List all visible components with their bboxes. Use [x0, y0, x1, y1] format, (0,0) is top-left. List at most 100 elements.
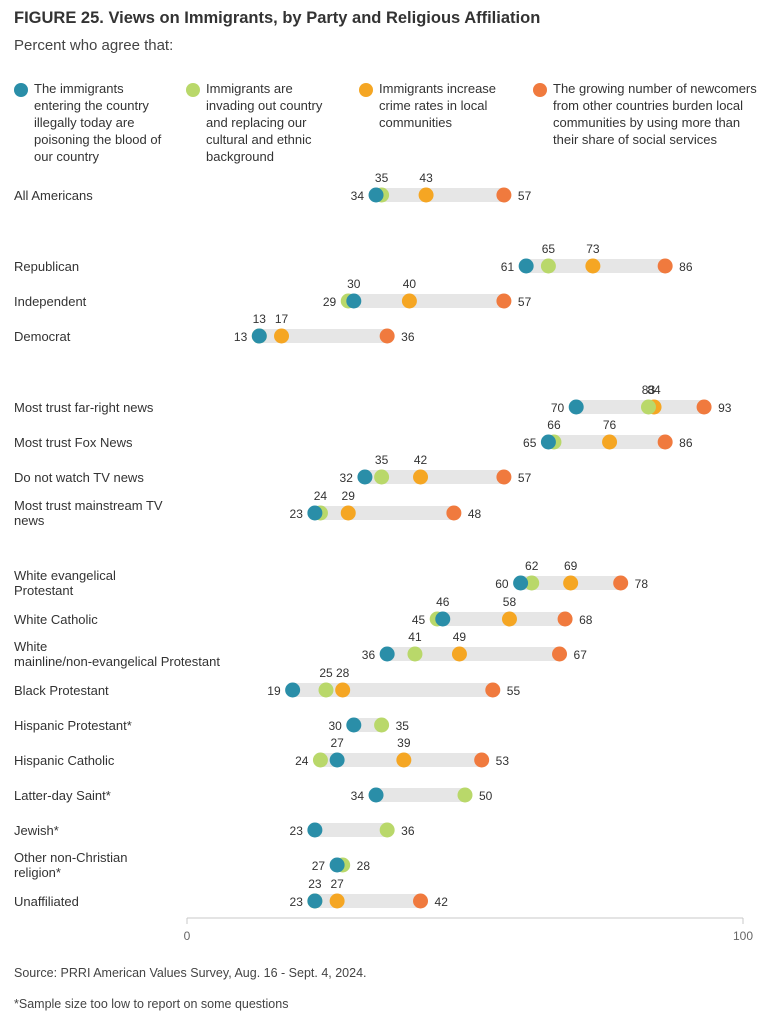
- dot-invading: [457, 787, 473, 803]
- dot-blood: [307, 822, 323, 838]
- value-label-invading: 24: [295, 754, 309, 768]
- value-label-crime: 58: [503, 595, 517, 609]
- dot-crime: [418, 187, 434, 203]
- value-label-crime: 84: [647, 383, 661, 397]
- dot-blood: [368, 787, 384, 803]
- row-label: Black Protestant: [14, 683, 109, 698]
- dot-burden: [379, 328, 395, 344]
- value-label-invading: 25: [319, 666, 333, 680]
- dot-burden: [557, 611, 573, 627]
- value-label-blood: 30: [328, 719, 342, 733]
- dot-burden: [696, 399, 712, 415]
- dot-blood: [346, 293, 362, 309]
- dot-burden: [657, 258, 673, 274]
- dot-crime: [501, 611, 517, 627]
- row-label: Most trust mainstream TV news: [14, 498, 163, 528]
- dot-crime: [340, 505, 356, 521]
- legend-label-crime: Immigrants increase crime rates in local…: [379, 81, 497, 130]
- x-tick-label: 100: [733, 929, 753, 943]
- dot-blood: [307, 893, 323, 909]
- chart-subtitle: Percent who agree that:: [14, 37, 174, 54]
- x-tick-label: 0: [184, 929, 191, 943]
- value-label-blood: 36: [362, 648, 376, 662]
- value-label-crime: 39: [397, 736, 411, 750]
- value-label-blood: 34: [351, 789, 365, 803]
- dot-invading: [407, 646, 423, 662]
- dot-burden: [413, 893, 429, 909]
- row-label: White mainline/non-evangelical Protestant: [14, 639, 220, 669]
- dot-burden: [657, 434, 673, 450]
- dot-invading: [540, 258, 556, 274]
- legend-label-burden: The growing number of newcomers from oth…: [553, 81, 757, 147]
- value-label-invading: 62: [525, 559, 539, 573]
- dot-blood: [540, 434, 556, 450]
- value-label-burden: 48: [468, 507, 482, 521]
- dot-crime: [274, 328, 290, 344]
- value-label-blood: 19: [267, 684, 281, 698]
- dot-crime: [585, 258, 601, 274]
- value-label-blood: 30: [347, 277, 361, 291]
- value-label-invading: 29: [323, 295, 337, 309]
- value-label-burden: 42: [435, 895, 449, 909]
- legend-label-blood: The immigrants entering the country ille…: [34, 81, 162, 164]
- dot-blood: [518, 258, 534, 274]
- row-label: Most trust far-right news: [14, 400, 154, 415]
- value-label-blood: 23: [290, 895, 304, 909]
- value-label-burden: 93: [718, 401, 732, 415]
- value-label-blood: 32: [340, 471, 354, 485]
- source-note: Source: PRRI American Values Survey, Aug…: [14, 966, 367, 980]
- value-label-invading: 35: [375, 453, 389, 467]
- chart-title: FIGURE 25. Views on Immigrants, by Party…: [14, 9, 541, 27]
- row-label: Most trust Fox News: [14, 435, 133, 450]
- value-label-burden: 78: [635, 577, 649, 591]
- dot-invading: [640, 399, 656, 415]
- dot-plot-chart: 0 100 All Americans 34 35 43 57 Republican 61 65 7…: [14, 171, 753, 943]
- value-label-invading: 36: [401, 824, 415, 838]
- value-label-invading: 35: [396, 719, 410, 733]
- value-label-invading: 83: [642, 383, 656, 397]
- dot-blood: [435, 611, 451, 627]
- dot-crime: [602, 434, 618, 450]
- row-label: White evangelical Protestant: [14, 568, 116, 598]
- value-label-burden: 57: [518, 295, 532, 309]
- dot-burden: [474, 752, 490, 768]
- value-label-burden: 86: [679, 436, 693, 450]
- dot-invading: [374, 469, 390, 485]
- value-label-invading: 13: [253, 312, 267, 326]
- dot-burden: [446, 505, 462, 521]
- row-label: Do not watch TV news: [14, 470, 144, 485]
- dot-crime: [563, 575, 579, 591]
- value-label-blood: 27: [312, 859, 326, 873]
- dot-burden: [552, 646, 568, 662]
- dot-crime: [401, 293, 417, 309]
- dot-burden: [496, 293, 512, 309]
- value-label-crime: 17: [275, 312, 289, 326]
- dot-burden: [496, 469, 512, 485]
- value-label-blood: 65: [523, 436, 537, 450]
- value-label-blood: 60: [495, 577, 509, 591]
- dot-blood: [568, 399, 584, 415]
- value-label-invading: 66: [547, 418, 561, 432]
- value-label-burden: 55: [507, 684, 521, 698]
- value-label-blood: 27: [330, 736, 344, 750]
- value-label-burden: 53: [496, 754, 510, 768]
- value-label-burden: 67: [574, 648, 588, 662]
- row-label: Unaffiliated: [14, 894, 79, 909]
- value-label-burden: 57: [518, 189, 532, 203]
- legend-dot-burden: [533, 83, 547, 97]
- value-label-crime: 43: [419, 171, 433, 185]
- row-label: Hispanic Catholic: [14, 753, 115, 768]
- row-label: Democrat: [14, 329, 71, 344]
- dot-invading: [379, 822, 395, 838]
- dot-invading: [374, 717, 390, 733]
- value-label-invading: 23: [308, 877, 322, 891]
- row-label: Hispanic Protestant*: [14, 718, 132, 733]
- value-label-burden: 86: [679, 260, 693, 274]
- value-label-blood: 70: [551, 401, 565, 415]
- value-label-invading: 50: [479, 789, 493, 803]
- value-label-burden: 36: [401, 330, 415, 344]
- value-label-crime: 29: [342, 489, 356, 503]
- value-label-crime: 76: [603, 418, 617, 432]
- dot-crime: [329, 893, 345, 909]
- dot-blood: [357, 469, 373, 485]
